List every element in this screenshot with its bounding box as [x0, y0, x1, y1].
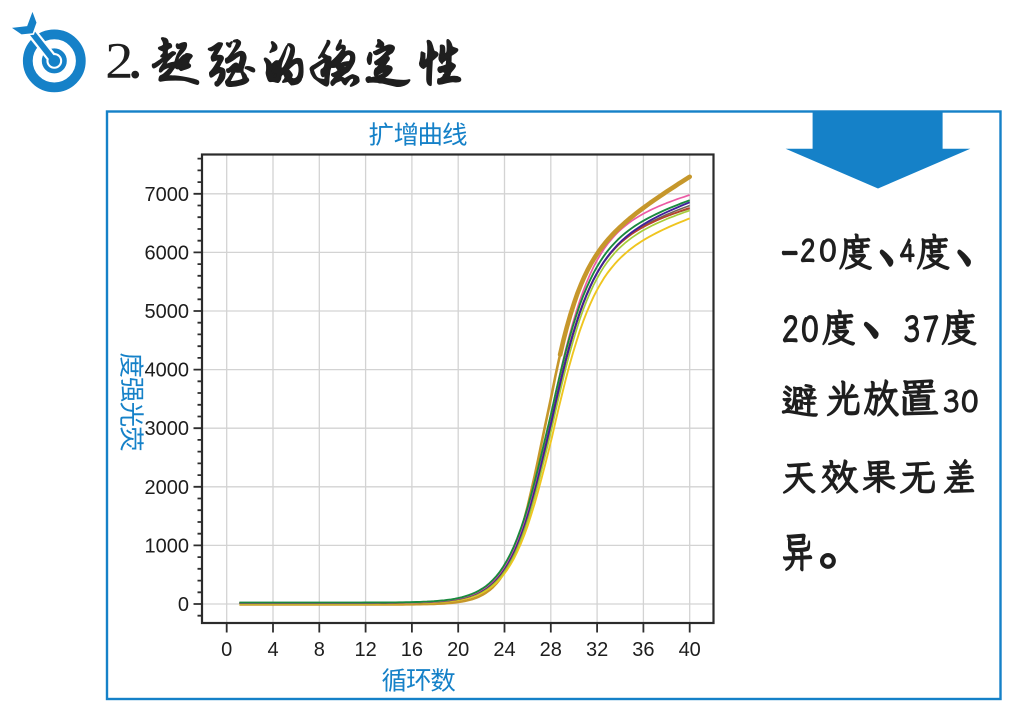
svg-text:28: 28 [540, 639, 562, 661]
svg-text:1000: 1000 [145, 535, 190, 557]
svg-text:6000: 6000 [145, 242, 190, 264]
svg-text:7000: 7000 [145, 184, 190, 206]
svg-text:24: 24 [493, 639, 515, 661]
svg-text:3000: 3000 [145, 418, 190, 440]
svg-text:40: 40 [679, 639, 701, 661]
svg-text:5000: 5000 [145, 301, 190, 323]
svg-text:20: 20 [447, 639, 469, 661]
svg-text:2000: 2000 [145, 477, 190, 499]
svg-text:8: 8 [314, 639, 325, 661]
svg-text:4000: 4000 [145, 360, 190, 382]
svg-text:0: 0 [178, 594, 189, 616]
svg-text:0: 0 [221, 639, 232, 661]
svg-text:4: 4 [267, 639, 278, 661]
svg-text:36: 36 [632, 639, 654, 661]
svg-text:12: 12 [354, 639, 376, 661]
svg-text:16: 16 [401, 639, 423, 661]
svg-text:32: 32 [586, 639, 608, 661]
